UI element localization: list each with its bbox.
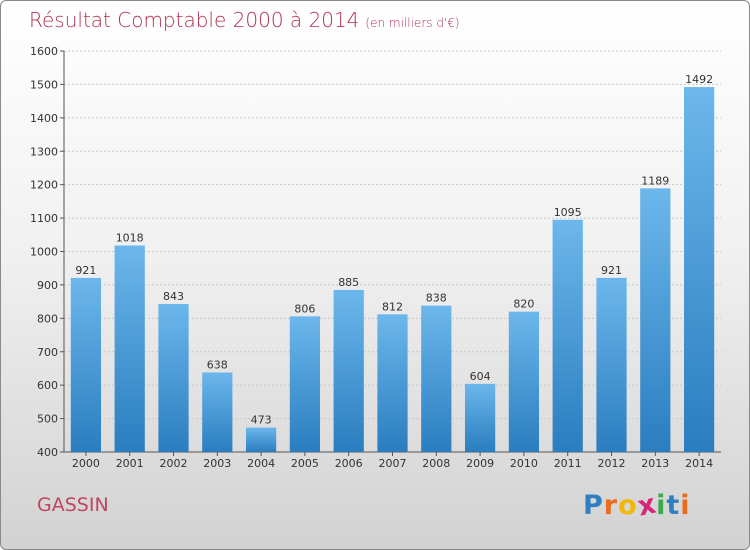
y-tick-label: 1300 <box>30 145 58 158</box>
bar <box>289 316 321 452</box>
x-tick-label: 2008 <box>422 457 450 470</box>
x-tick-label: 2006 <box>335 457 363 470</box>
x-tick-label: 2002 <box>160 457 188 470</box>
x-tick-label: 2005 <box>291 457 319 470</box>
data-label: 921 <box>75 264 96 277</box>
bar <box>552 219 583 452</box>
logo-letter: P <box>583 490 604 521</box>
proxiti-logo[interactable]: Proxiti <box>583 488 691 522</box>
bar <box>421 305 452 452</box>
y-tick-label: 400 <box>37 446 58 459</box>
y-tick-label: 1500 <box>30 78 58 91</box>
data-labels: 921 1018 843 638 473 806 885 812 838 604 820 1095 92… <box>75 73 713 427</box>
bar <box>114 245 145 452</box>
x-tick-label: 2014 <box>685 457 713 470</box>
data-label: 820 <box>513 298 534 311</box>
y-tick-label: 1600 <box>30 45 58 58</box>
bar <box>683 87 715 452</box>
data-label: 473 <box>251 414 272 427</box>
data-label: 1095 <box>554 206 582 219</box>
x-tick-label: 2010 <box>510 457 538 470</box>
y-tick-label: 800 <box>37 312 58 325</box>
x-tick-label: 2001 <box>116 457 144 470</box>
x-tick-label: 2011 <box>554 457 582 470</box>
data-label: 806 <box>294 302 315 315</box>
bars <box>70 87 715 452</box>
data-label: 1018 <box>116 231 144 244</box>
bar <box>158 303 189 452</box>
x-tick-label: 2003 <box>203 457 231 470</box>
y-tick-label: 1100 <box>30 212 58 225</box>
chart-title-unit: (en milliers d'€) <box>365 16 460 30</box>
bar <box>596 277 627 452</box>
data-label: 1189 <box>641 174 669 187</box>
data-label: 838 <box>426 292 447 305</box>
data-label: 921 <box>601 264 622 277</box>
data-label: 812 <box>382 300 403 313</box>
y-tick-label: 500 <box>37 413 58 426</box>
y-tick-label: 1400 <box>30 112 58 125</box>
y-tick-label: 600 <box>37 379 58 392</box>
data-label: 604 <box>470 370 491 383</box>
chart-title-text: Résultat Comptable 2000 à 2014 <box>29 8 360 32</box>
x-tick-label: 2004 <box>247 457 275 470</box>
x-tick-label: 2009 <box>466 457 494 470</box>
data-label: 638 <box>207 358 228 371</box>
logo-letter: r <box>603 490 619 521</box>
data-label: 885 <box>338 276 359 289</box>
bar <box>377 314 408 452</box>
bar <box>70 277 102 452</box>
bar <box>640 188 671 452</box>
y-tick-label: 1000 <box>30 246 58 259</box>
y-tick-label: 1200 <box>30 179 58 192</box>
y-tick-label: 700 <box>37 346 58 359</box>
logo-letter: t <box>666 490 681 521</box>
x-tick-label: 2000 <box>72 457 100 470</box>
x-tick-label: 2013 <box>641 457 669 470</box>
x-tick-label: 2012 <box>598 457 626 470</box>
data-label: 1492 <box>685 73 713 86</box>
logo-letter: i <box>680 490 691 521</box>
bar <box>202 372 233 452</box>
x-tick-label: 2007 <box>379 457 407 470</box>
town-name: GASSIN <box>37 494 109 516</box>
logo-letter: i <box>656 490 667 521</box>
y-tick-label: 900 <box>37 279 58 292</box>
chart-title: Résultat Comptable 2000 à 2014 (en millie… <box>29 8 460 32</box>
axes: 400 500 600 700 800 900 1000 1100 1200 1300 1400 15… <box>30 45 721 470</box>
bar <box>245 427 277 452</box>
data-label: 843 <box>163 290 184 303</box>
bar <box>333 289 364 452</box>
logo-letter: o <box>618 490 638 521</box>
bar <box>464 383 496 452</box>
bar <box>508 311 540 452</box>
